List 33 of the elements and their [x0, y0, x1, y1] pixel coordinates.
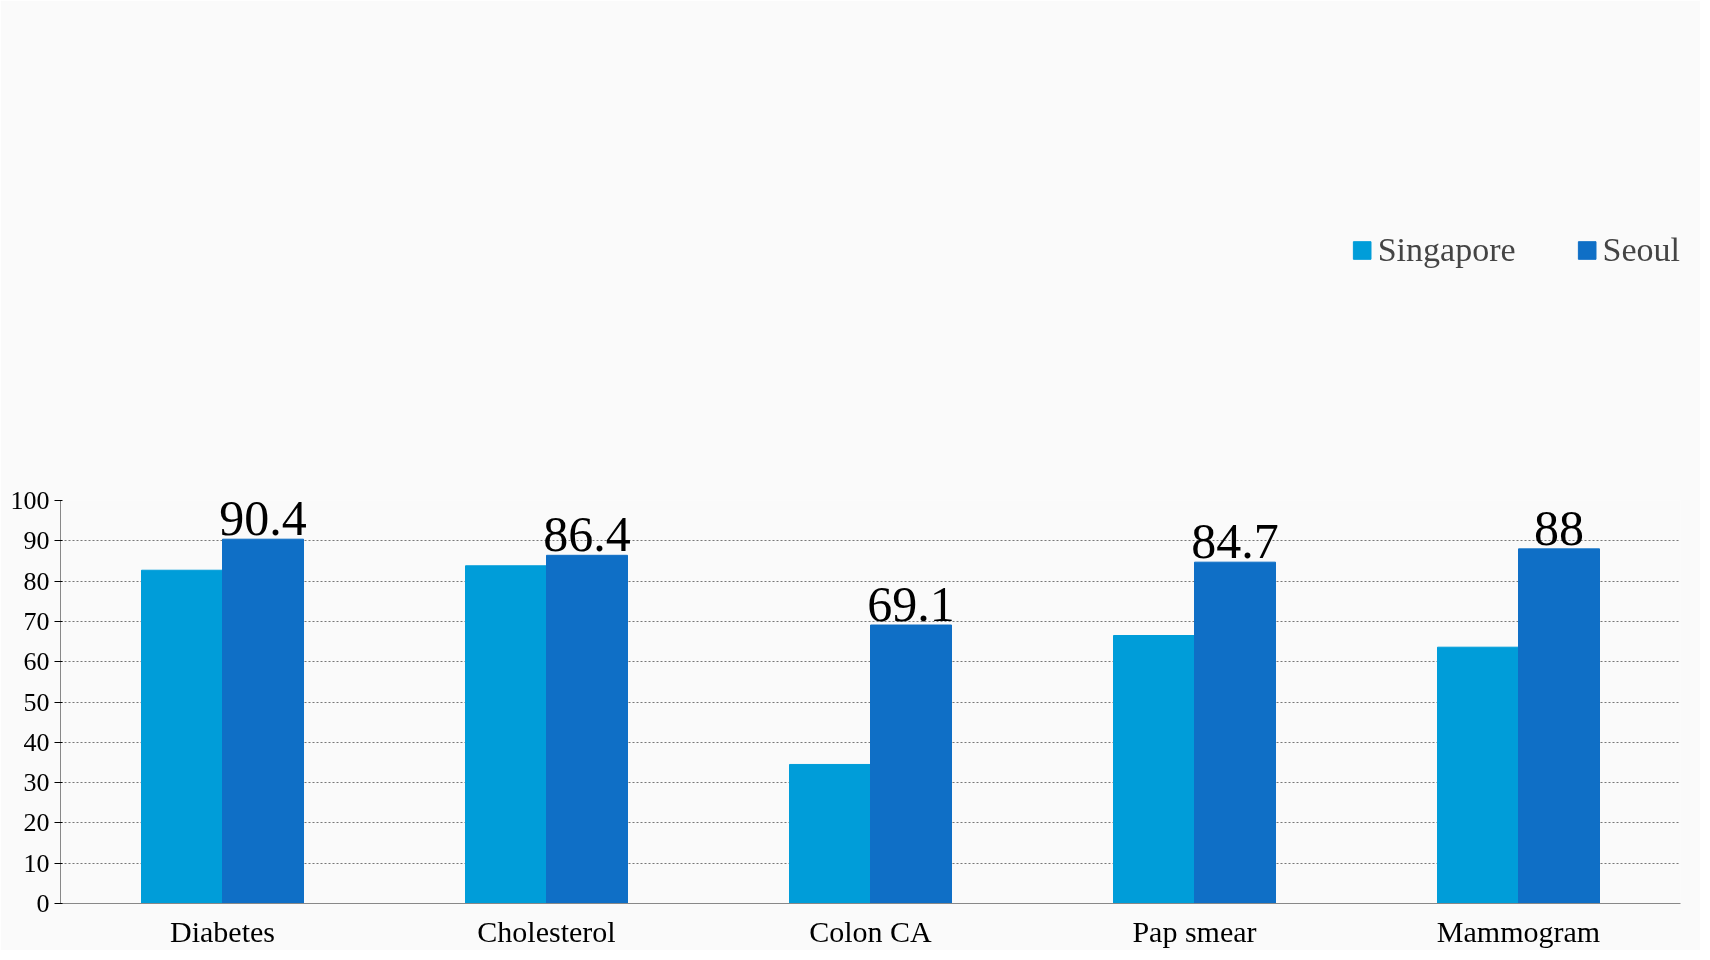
bar: [1113, 635, 1195, 904]
legend-label: Seoul: [1602, 231, 1680, 269]
bar: [1194, 561, 1276, 904]
y-tick-label: 20: [23, 808, 50, 838]
x-tick-label: Pap smear: [1132, 914, 1257, 948]
y-tick-label: 70: [23, 606, 50, 636]
y-tick-label: 30: [23, 768, 50, 798]
data-label: 88: [1534, 499, 1584, 556]
x-tick-label: Diabetes: [170, 914, 275, 948]
data-label: 84.7: [1191, 513, 1279, 570]
bar: [465, 565, 547, 904]
y-tick-label: 50: [23, 687, 50, 717]
bar: [1437, 646, 1519, 904]
data-label: 69.1: [867, 576, 955, 633]
bar: [1518, 548, 1600, 904]
bar: [141, 569, 223, 904]
y-tick-label: 80: [23, 566, 50, 596]
data-label: 90.4: [219, 490, 307, 547]
data-label: 86.4: [543, 506, 631, 563]
x-tick-label: Mammogram: [1436, 914, 1601, 948]
x-tick-label: Cholesterol: [477, 914, 616, 948]
y-tick-label: 40: [23, 727, 50, 757]
bar: [870, 624, 952, 904]
legend-label: Singapore: [1377, 231, 1516, 269]
y-tick-label: 10: [23, 848, 50, 878]
y-tick-label: 100: [10, 486, 50, 515]
bar: [546, 554, 628, 904]
x-tick-label: Colon CA: [809, 914, 933, 948]
y-tick-label: 90: [23, 526, 50, 556]
bar: [789, 763, 871, 904]
bar: [222, 538, 304, 904]
y-tick-label: 0: [36, 889, 50, 918]
y-tick-label: 60: [23, 647, 50, 677]
